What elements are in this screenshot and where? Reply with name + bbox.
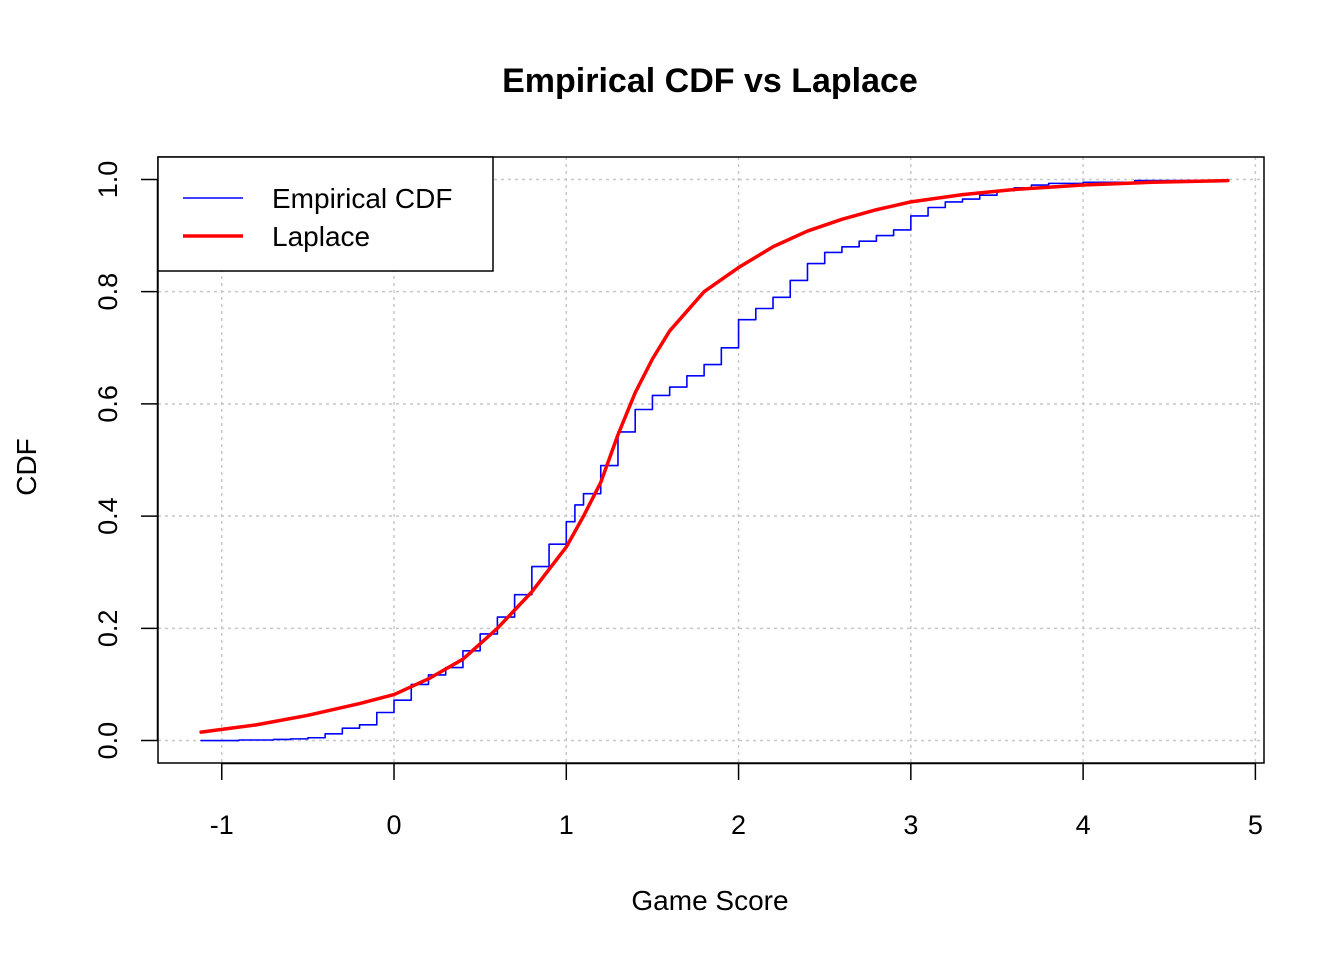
x-axis: -1 0 1 2 3 4 5 xyxy=(210,762,1263,840)
x-tick-label: 5 xyxy=(1248,810,1263,840)
x-tick-label: 1 xyxy=(559,810,574,840)
y-tick-label: 0.4 xyxy=(93,497,123,535)
y-tick-label: 0.8 xyxy=(93,273,123,311)
x-tick-label: -1 xyxy=(210,810,234,840)
series-line-empirical-cdf xyxy=(200,178,1229,742)
y-axis: 0.0 0.2 0.4 0.6 0.8 1.0 xyxy=(93,161,159,760)
y-tick-label: 1.0 xyxy=(93,161,123,199)
x-tick-label: 4 xyxy=(1076,810,1091,840)
legend-label-empirical-cdf: Empirical CDF xyxy=(272,183,452,214)
y-axis-label: CDF xyxy=(11,438,42,496)
chart-title: Empirical CDF vs Laplace xyxy=(502,62,918,100)
series-line-laplace xyxy=(199,178,1230,734)
x-tick-label: 0 xyxy=(386,810,401,840)
x-axis-label: Game Score xyxy=(631,885,788,916)
series-layer xyxy=(199,178,1230,742)
legend-box xyxy=(157,156,494,272)
x-tick-label: 3 xyxy=(903,810,918,840)
x-tick-label: 2 xyxy=(731,810,746,840)
y-tick-label: 0.2 xyxy=(93,610,123,648)
y-tick-label: 0.0 xyxy=(93,722,123,760)
legend-label-laplace: Laplace xyxy=(272,221,370,252)
y-tick-label: 0.6 xyxy=(93,385,123,423)
legend: Empirical CDF Laplace xyxy=(157,156,494,272)
